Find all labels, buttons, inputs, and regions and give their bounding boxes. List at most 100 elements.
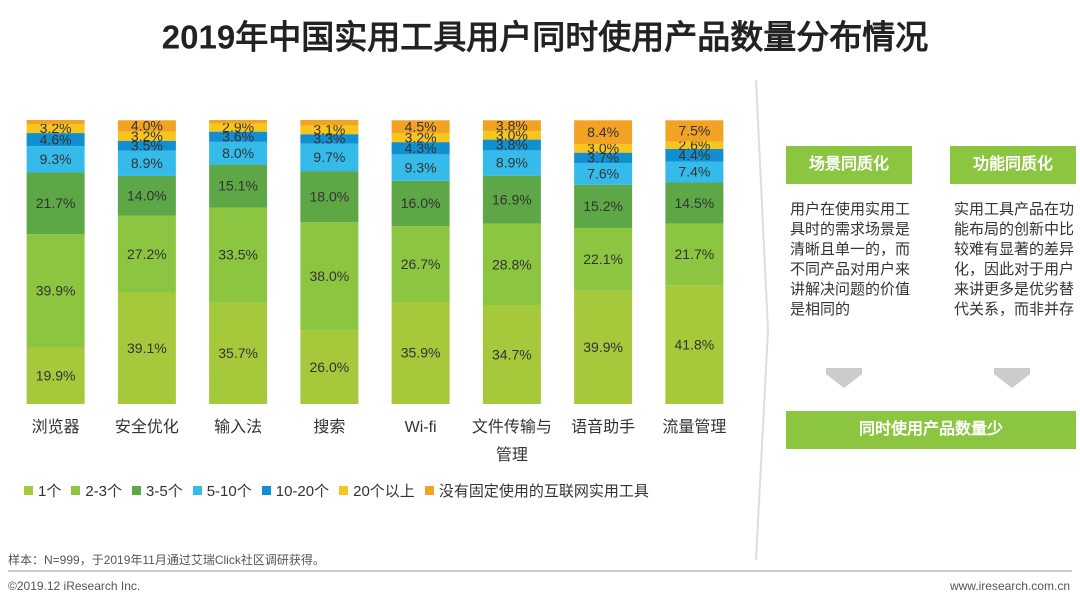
data-label: 3.6% <box>222 128 254 144</box>
bar-segment <box>391 120 450 134</box>
bar-segment <box>300 171 359 223</box>
x-tick-label: 流量管理 <box>662 419 727 436</box>
data-label: 3.5% <box>131 137 163 153</box>
data-label: 28.8% <box>492 256 532 272</box>
panel-text: 用户在使用实用工具时的需求场景是清晰且单一的，而不同产品对用户来讲解决问题的价值… <box>790 201 911 318</box>
chart-title: 2019年中国实用工具用户同时使用产品数量分布情况 <box>162 19 928 56</box>
legend-label: 2-3个 <box>85 483 123 500</box>
legend-swatch <box>132 486 142 495</box>
data-label: 39.9% <box>36 283 76 299</box>
legend-label: 10-20个 <box>275 483 330 500</box>
data-label: 3.7% <box>587 150 619 166</box>
data-label: 4.6% <box>40 131 72 147</box>
data-label: 33.5% <box>218 247 258 263</box>
legend-swatch <box>192 486 202 495</box>
data-label: 21.7% <box>36 195 76 211</box>
panel-header: 场景同质化 <box>786 146 912 184</box>
bar-segment <box>117 131 176 141</box>
bar-segment <box>300 134 359 144</box>
arrow <box>994 368 1030 388</box>
bar-segment <box>574 152 633 164</box>
bar-segment <box>574 227 633 291</box>
bar-segment <box>117 175 176 216</box>
data-label: 3.2% <box>131 128 163 144</box>
bar-segment <box>665 182 724 224</box>
data-label: 3.3% <box>313 131 345 147</box>
legend-label: 1个 <box>38 483 62 500</box>
data-label: 15.1% <box>218 178 258 194</box>
bar-segment <box>209 120 268 124</box>
data-label: 39.9% <box>583 339 623 355</box>
bar-segment <box>209 302 268 404</box>
bar-segment <box>482 139 541 151</box>
bar-segment <box>665 161 724 183</box>
data-label: 35.9% <box>401 345 441 361</box>
x-tick-label: 输入法 <box>214 419 263 436</box>
bar-segment <box>209 164 268 208</box>
data-label: 22.1% <box>583 251 623 267</box>
bar-segment <box>482 175 541 224</box>
data-label: 8.9% <box>496 155 528 171</box>
data-label: 9.3% <box>40 151 72 167</box>
bar-segment <box>391 226 450 303</box>
bar-segment <box>482 150 541 176</box>
data-label: 26.0% <box>310 359 350 375</box>
data-label: 8.0% <box>222 145 254 161</box>
bar-segment <box>665 285 724 404</box>
bar-segment <box>482 305 541 404</box>
bar-segment <box>391 302 450 404</box>
legend-swatch <box>424 486 434 495</box>
bar-segment <box>117 140 176 151</box>
data-label: 7.5% <box>678 123 710 139</box>
data-label: 3.2% <box>40 120 72 136</box>
bar-segment <box>482 120 541 132</box>
arrow <box>826 368 862 388</box>
bar-segment <box>300 330 359 404</box>
legend-swatch <box>24 486 33 495</box>
legend-swatch <box>71 486 81 495</box>
data-label: 26.7% <box>401 256 441 272</box>
bar-segment <box>26 234 85 348</box>
legend-item: 1个 <box>24 480 61 501</box>
legend-item: 2-3个 <box>71 480 122 501</box>
bar-segment <box>209 131 268 142</box>
x-tick-label: 语音助手 <box>571 419 636 436</box>
x-tick-label: 浏览器 <box>31 419 80 436</box>
data-label: 34.7% <box>492 346 532 362</box>
data-label: 7.4% <box>678 164 710 180</box>
data-label: 9.7% <box>313 149 345 165</box>
data-label: 41.8% <box>675 336 715 352</box>
bar-segment <box>482 131 541 140</box>
data-label: 14.5% <box>675 195 715 211</box>
panel-header: 功能同质化 <box>950 146 1076 184</box>
bar-segment <box>117 150 176 176</box>
data-label: 27.2% <box>127 246 167 262</box>
legend-item: 没有固定使用的互联网实用工具 <box>424 480 649 501</box>
bar-segment <box>574 184 633 228</box>
bar-segment <box>574 144 633 153</box>
bar-segment <box>391 142 450 155</box>
data-label: 39.1% <box>127 340 167 356</box>
bar-segment <box>26 133 85 147</box>
data-label: 8.4% <box>587 124 619 140</box>
data-label: 3.1% <box>313 122 345 138</box>
data-label: 4.5% <box>405 118 437 134</box>
data-label: 15.2% <box>583 198 623 214</box>
x-tick-label: 安全优化 <box>114 419 179 436</box>
bar-segment <box>574 163 633 185</box>
bar-segment <box>117 292 176 404</box>
legend-item: 5-10个 <box>192 480 252 501</box>
bar-segment <box>665 148 724 162</box>
data-label: 4.3% <box>405 140 437 156</box>
bar-segment <box>574 290 633 404</box>
bar-segment <box>26 347 85 404</box>
bar-segment <box>117 120 176 132</box>
legend-item: 20个以上 <box>339 480 415 501</box>
bar-segment <box>391 180 450 227</box>
data-label: 8.9% <box>131 155 163 171</box>
bar-segment <box>391 154 450 181</box>
x-tick-label: 文件传输与管理 <box>471 419 552 464</box>
data-label: 4.4% <box>678 147 710 163</box>
data-label: 3.8% <box>496 117 528 133</box>
